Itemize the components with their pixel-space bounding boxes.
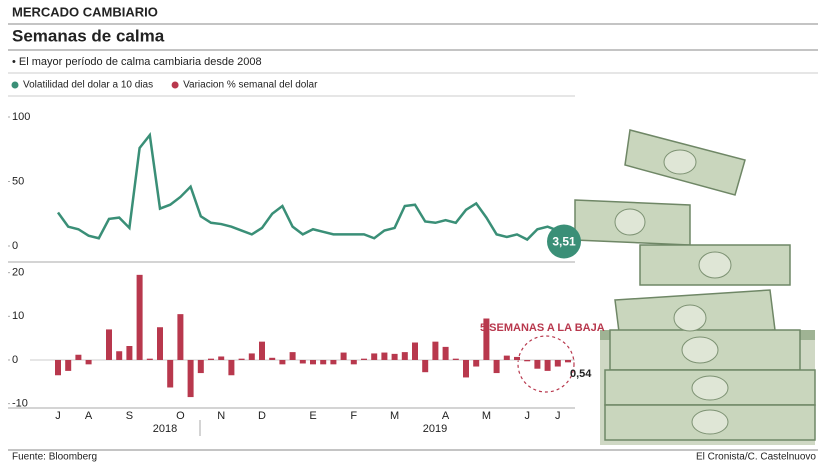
bar <box>544 359 551 371</box>
bar <box>554 359 561 367</box>
x-tick-label: O <box>176 410 185 422</box>
bar <box>524 359 531 362</box>
bar <box>493 359 500 374</box>
bar <box>299 359 306 364</box>
bar <box>381 352 388 360</box>
x-tick-label: A <box>442 410 450 422</box>
bar <box>187 359 194 398</box>
y-tick-label: 100 <box>12 111 30 123</box>
bar <box>442 346 449 360</box>
bar <box>432 341 439 360</box>
bar <box>197 359 204 374</box>
end-label: 3,51 <box>552 235 576 249</box>
value-label: 0,54 <box>570 368 592 380</box>
bar <box>391 353 398 360</box>
bar <box>422 359 429 373</box>
y-tick-label: -10 <box>12 398 28 410</box>
bar <box>473 359 480 367</box>
highlight-circle <box>517 335 575 393</box>
y-tick-label: 20 <box>12 267 24 279</box>
title: Semanas de calma <box>12 26 165 45</box>
x-tick-label: J <box>555 410 561 422</box>
bar <box>361 358 367 360</box>
bar <box>340 352 347 360</box>
bar <box>75 354 82 360</box>
bar <box>85 359 92 365</box>
line <box>56 131 569 243</box>
bar <box>146 358 153 360</box>
y-tick-label: 50 <box>12 175 24 187</box>
bar <box>310 359 316 365</box>
bar <box>289 352 296 360</box>
x-tick-label: J <box>55 410 61 422</box>
bar <box>238 358 245 360</box>
source: Fuente: Bloomberg <box>12 452 97 463</box>
x-tick-label: M <box>390 410 399 422</box>
bar <box>412 342 418 360</box>
bar <box>503 355 510 360</box>
bar <box>483 318 490 360</box>
bar <box>55 359 61 376</box>
x-tick-label: D <box>258 410 266 422</box>
bar <box>65 359 72 371</box>
bar <box>320 359 327 365</box>
bar <box>514 356 520 360</box>
bar <box>452 358 459 360</box>
legend-swatch <box>11 81 19 89</box>
x-tick-label: M <box>482 410 491 422</box>
legend-label: Volatilidad del dolar a 10 dias <box>23 80 153 91</box>
bar <box>106 329 112 360</box>
y-tick-label: 0 <box>12 240 18 252</box>
bar <box>463 359 469 378</box>
bar <box>167 359 174 388</box>
x-tick-label: E <box>309 410 316 422</box>
bar <box>534 359 541 369</box>
bar <box>371 353 378 360</box>
bar <box>248 353 255 360</box>
bar <box>126 346 133 360</box>
bar <box>218 356 225 360</box>
bar <box>330 359 337 365</box>
bar <box>228 359 235 376</box>
legend-label: Variacion % semanal del dolar <box>183 80 318 91</box>
money-illustration <box>574 129 816 445</box>
subtitle: • El mayor período de calma cambiaria de… <box>12 56 262 68</box>
legend-swatch <box>171 81 179 89</box>
x-tick-label: N <box>217 410 225 422</box>
credit: El Cronista/C. Castelnuovo <box>696 452 816 463</box>
x-tick-label: J <box>524 410 530 422</box>
year-label: 2019 <box>423 423 447 435</box>
bar <box>136 274 143 360</box>
annotation: 5 SEMANAS A LA BAJA <box>480 322 605 334</box>
bar <box>565 359 571 363</box>
bar <box>401 352 408 360</box>
year-label: 2018 <box>153 423 177 435</box>
x-tick-label: S <box>126 410 133 422</box>
bar <box>157 327 163 360</box>
bar <box>259 341 265 360</box>
bar <box>208 358 214 360</box>
bar <box>269 357 276 360</box>
bar <box>350 359 357 365</box>
bar <box>116 351 123 360</box>
y-tick-label: 10 <box>12 310 24 322</box>
bar <box>177 314 184 360</box>
x-tick-label: F <box>350 410 357 422</box>
end-bubble <box>547 224 581 259</box>
y-tick-label: 0 <box>12 354 18 366</box>
kicker: MERCADO CAMBIARIO <box>12 4 158 19</box>
bar <box>279 359 286 365</box>
x-tick-label: A <box>85 410 93 422</box>
